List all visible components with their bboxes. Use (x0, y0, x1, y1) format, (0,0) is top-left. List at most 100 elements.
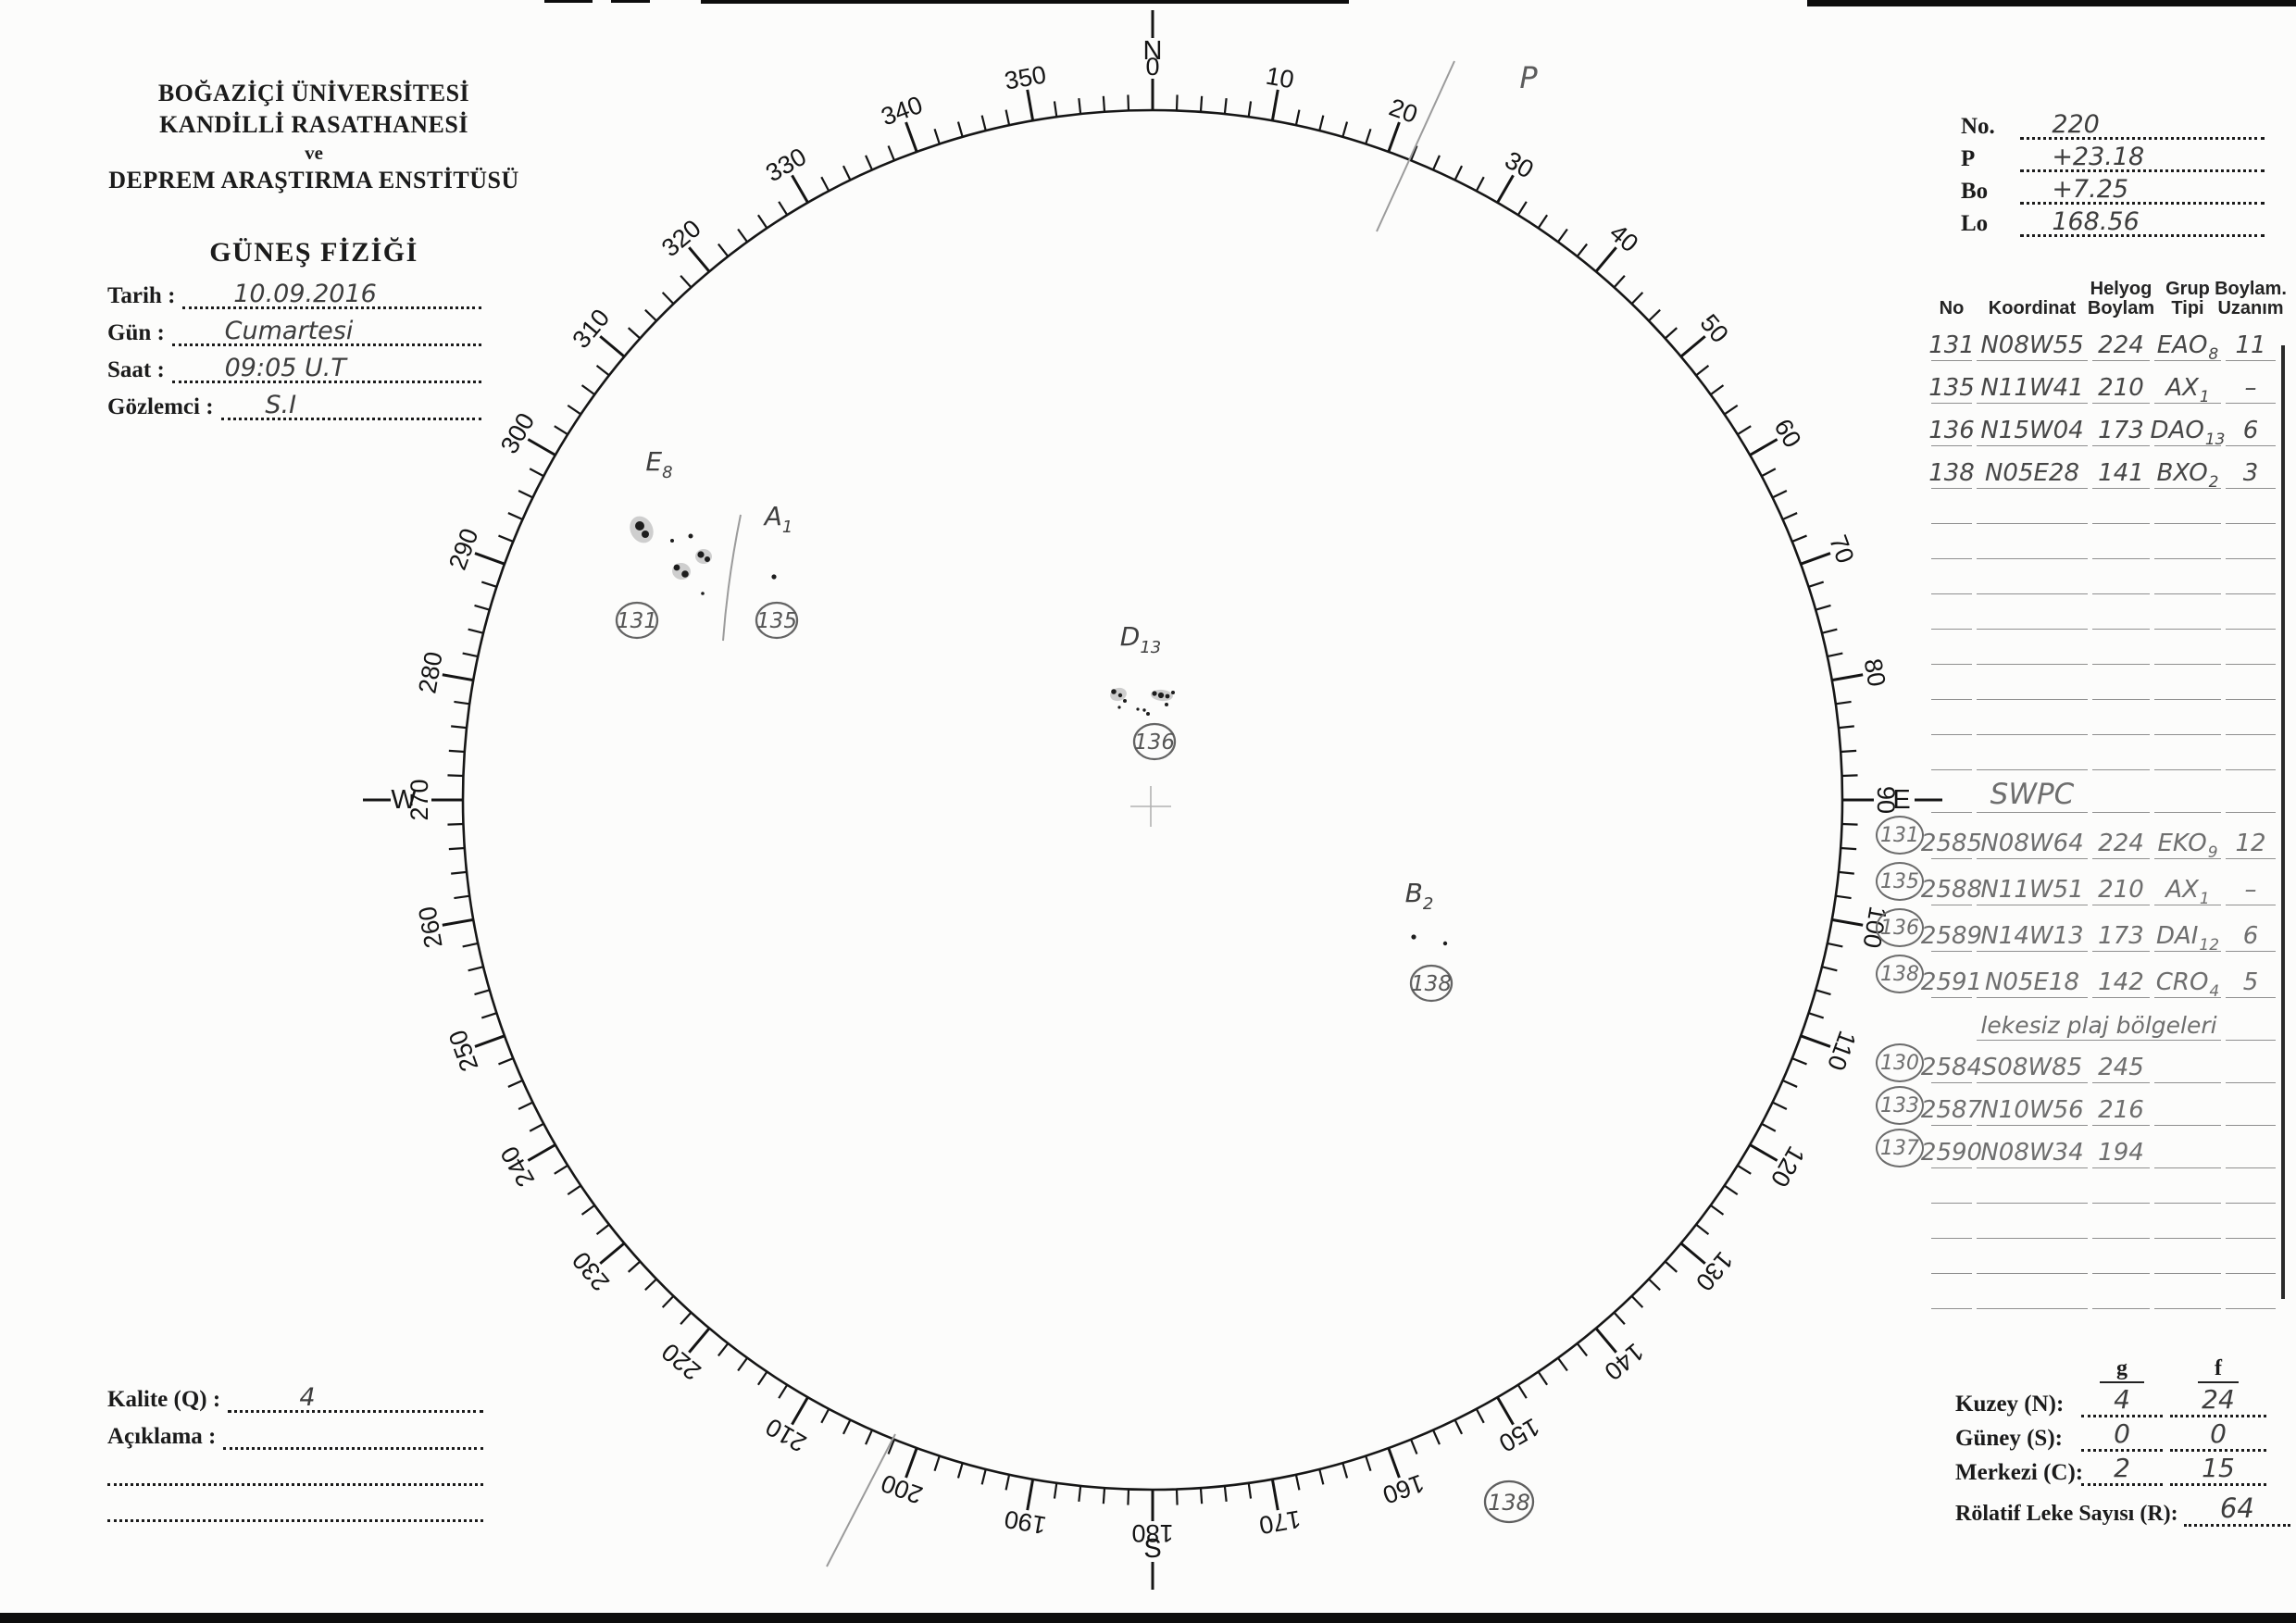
degree-tick (474, 1034, 505, 1048)
degree-tick (1496, 1396, 1515, 1426)
table-row: 138 2591 N05E18 142 CRO 4 5 (1876, 952, 2276, 1001)
cell-no: 2584 (1921, 1041, 1982, 1083)
pencil-guide-line (1376, 60, 1455, 232)
degree-tick (1664, 1260, 1678, 1273)
cell-helyog: 194 (2092, 1126, 2150, 1168)
spot-counts-summary: g f Kuzey (N): 4 24 Güney (S): 0 0 Merkezi (C): 2… (1955, 1354, 2290, 1527)
degree-tick (1594, 246, 1617, 273)
degree-tick (462, 652, 479, 658)
cell-uzanim: 5 (2226, 952, 2276, 998)
degree-tick (1838, 870, 1854, 875)
cell-empty (2226, 1168, 2276, 1204)
degree-tick (1749, 438, 1778, 456)
degree-tick (1175, 1489, 1179, 1505)
degree-tick (1053, 101, 1058, 118)
degree-tick (1761, 1122, 1777, 1132)
summary-g-value: 0 (2081, 1417, 2163, 1452)
degree-tick (480, 1012, 497, 1019)
degree-tick (507, 1080, 523, 1088)
cell-tip (2154, 1083, 2221, 1126)
degree-tick (1026, 1479, 1035, 1511)
degree-label: 50 (1695, 309, 1734, 348)
degree-label: 130 (1691, 1246, 1739, 1296)
cardinal-letter-S: S (1143, 1534, 1161, 1564)
degree-tick (1761, 468, 1777, 478)
cell-tip: EAO 8 (2154, 318, 2221, 364)
dotted-line: S.I (220, 386, 481, 420)
disk-outline (461, 108, 1844, 1492)
degree-label: 230 (567, 1246, 615, 1296)
degree-tick (1365, 128, 1372, 144)
degree-tick (1270, 1479, 1279, 1511)
handwritten-uzanim: – (2244, 374, 2257, 402)
field-label: Gün : (107, 320, 165, 345)
cell-empty (2154, 735, 2221, 770)
degree-tick (1782, 1080, 1798, 1088)
degree-tick (865, 155, 873, 170)
cell-empty (1977, 1274, 2088, 1309)
form-field-row: P +23.18 (1961, 140, 2265, 172)
cell-tip: DAI 12 (2154, 905, 2221, 955)
degree-tick (1537, 1371, 1549, 1386)
table-row: 135 2588 N11W51 210 AX 1– (1876, 859, 2276, 908)
degree-label: 330 (761, 143, 811, 188)
cell-empty (1931, 1168, 1972, 1204)
degree-tick (1432, 155, 1441, 170)
sunspot-umbra (1165, 703, 1168, 706)
degree-tick (1026, 89, 1035, 121)
sunspot-umbra (701, 592, 705, 595)
degree-label: 150 (1494, 1413, 1544, 1458)
degree-tick (1537, 214, 1549, 229)
degree-tick (529, 1122, 544, 1132)
circled-region-number: 136 (1876, 908, 1924, 947)
cell-empty (2226, 489, 2276, 524)
quality-block: Kalite (Q) : 4 Açıklama : (107, 1376, 483, 1522)
degree-tick (468, 966, 484, 972)
field-value-handwritten: 168.56 (2052, 207, 2140, 236)
cell-uzanim (2226, 1126, 2276, 1168)
degree-tick (468, 628, 484, 634)
degree-tick (820, 176, 830, 192)
degree-tick (498, 1057, 514, 1066)
cell-empty (2226, 594, 2276, 630)
degree-tick (1247, 101, 1253, 118)
sunspot-umbra (771, 574, 777, 580)
handwritten-tip-subscript: 8 (2208, 345, 2219, 364)
degree-label: 0 (1145, 53, 1159, 81)
degree-tick (454, 894, 470, 900)
handwritten-tip-subscript: 1 (2199, 890, 2210, 908)
cell-empty (2154, 594, 2221, 630)
cell-empty (2092, 735, 2150, 770)
degree-tick (451, 725, 468, 730)
cell-empty (1977, 1168, 2088, 1204)
degree-tick (595, 364, 610, 377)
circled-region-number: 133 (1876, 1086, 1924, 1125)
degree-tick (554, 1164, 568, 1175)
cell-koordinat: N05E18 (1977, 952, 2088, 998)
degree-tick (442, 918, 474, 927)
f-col-header-wrap: f (2166, 1356, 2270, 1383)
institution-line3: ve (305, 142, 323, 164)
field-value-handwritten: S.I (265, 391, 297, 419)
pencil-guide-line (826, 1433, 896, 1567)
cell-empty (1977, 489, 2088, 524)
sunspot-umbra (670, 539, 674, 543)
cell-empty (2226, 1204, 2276, 1239)
degree-tick (717, 243, 730, 257)
degree-tick (1808, 1012, 1825, 1019)
degree-tick (1294, 109, 1301, 126)
cell-empty (1977, 665, 2088, 700)
degree-tick (1630, 1295, 1644, 1308)
cell-helyog: 224 (2092, 318, 2150, 361)
handwritten-tip-subscript: 13 (2204, 431, 2226, 449)
sunspot-umbra (1136, 707, 1140, 711)
degree-tick (756, 1371, 768, 1386)
degree-tick (1454, 1419, 1464, 1435)
degree-tick (1270, 89, 1279, 121)
table-row: 135 N11W41 210 AX 1– (1928, 361, 2276, 406)
cell-tip: DAO 13 (2151, 404, 2226, 449)
degree-tick (1679, 335, 1706, 358)
column-header: Grup Tipi (2154, 276, 2221, 318)
degree-label: 10 (1264, 62, 1296, 94)
cell-empty (2226, 700, 2276, 735)
